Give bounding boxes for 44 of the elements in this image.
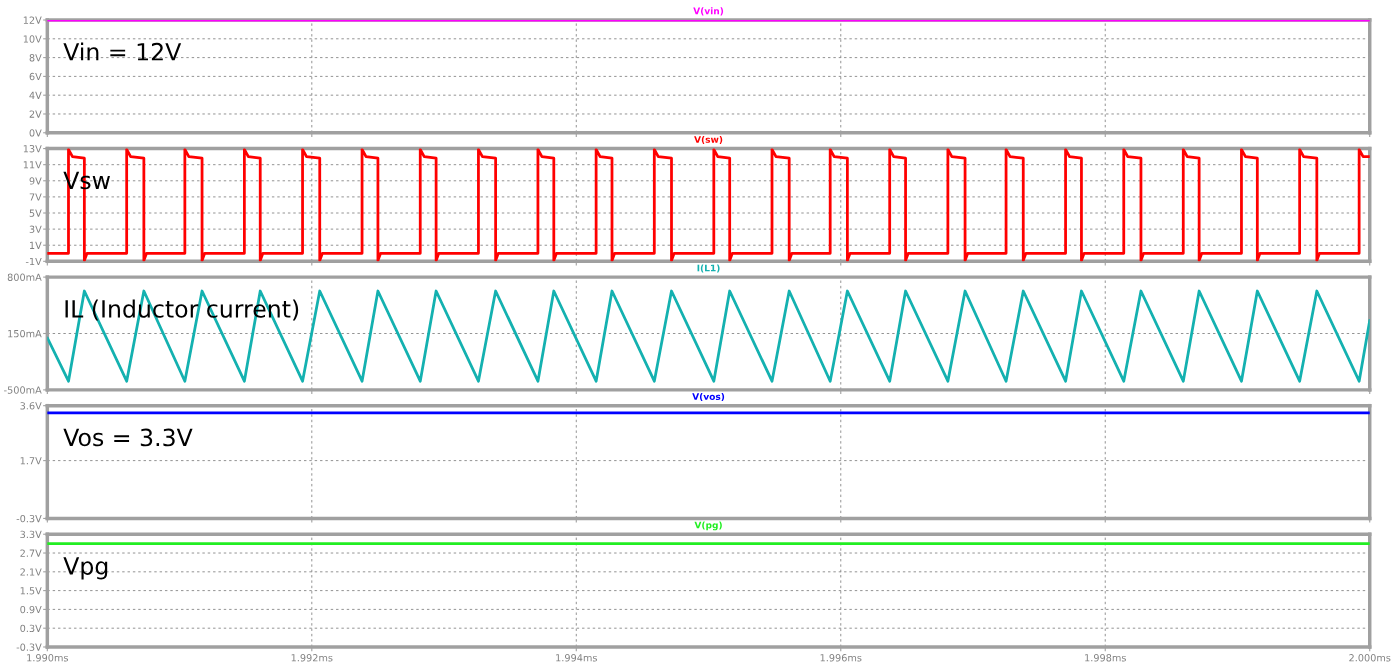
y-tick-label: 13V [23,145,42,153]
annotation: Vpg [63,557,108,580]
y-tick-label: 3.6V [20,402,42,410]
y-tick-label: 6V [29,72,42,81]
y-tick-label: -1V [25,257,42,266]
y-tick-label: 12V [23,16,42,24]
y-tick-label: 8V [29,54,42,62]
x-tick-label: 1.996ms [820,654,862,662]
y-tick-label: 1V [30,241,42,249]
y-tick-label: 150mA [8,329,42,338]
y-tick-label: 3V [29,225,42,233]
line-series [47,148,1370,262]
series-label: V(pg) [694,521,722,531]
y-tick-label: 0.9V [20,605,42,614]
x-tick-label: 1.992ms [291,654,333,662]
y-tick-label: 4V [29,91,42,99]
y-tick-label: 7V [29,193,42,201]
y-tick-label: -0.3V [16,643,42,651]
x-tick-label: 1.994ms [556,654,597,662]
y-tick-label: 1.5V [20,587,42,595]
x-tick-label: 1.998ms [1085,654,1126,662]
y-tick-label: 2.7V [20,549,42,557]
y-tick-label: 0.3V [20,624,42,633]
x-tick-label: 2.000ms [1349,654,1391,662]
annotation: Vin = 12V [63,42,182,61]
series-label: V(vin) [693,7,724,16]
y-tick-label: -0.3V [16,514,42,523]
y-tick-label: 2.1V [20,568,42,576]
line-series [47,289,1370,383]
y-tick-label: 1.7V [20,457,42,465]
y-tick-label: 5V [29,209,42,217]
annotation: Vos = 3.3V [63,428,193,447]
text: I(L1) [697,264,720,273]
y-tick-label: 3.3V [20,530,42,539]
series-label: V(sw) [694,135,723,144]
y-tick-label: 11V [23,161,42,169]
series-label: V(vos) [692,393,725,402]
y-tick-label: 2V [29,110,42,118]
y-tick-label: 9V [29,177,42,185]
y-tick-label: -500mA [4,386,42,394]
y-tick-label: 0V [29,129,42,137]
y-tick-label: 800mA [7,273,42,281]
x-tick-label: 1.990ms [27,654,69,662]
y-tick-label: 10V [23,35,42,43]
